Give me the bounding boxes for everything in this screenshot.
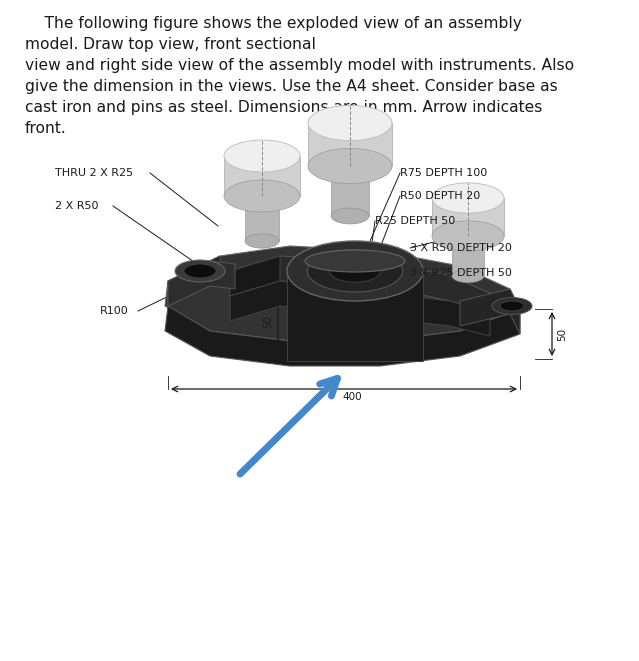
Ellipse shape bbox=[305, 250, 405, 272]
Text: R75 DEPTH 100: R75 DEPTH 100 bbox=[400, 168, 488, 178]
Polygon shape bbox=[460, 289, 520, 334]
Text: The following figure shows the exploded view of an assembly: The following figure shows the exploded … bbox=[25, 16, 522, 31]
Ellipse shape bbox=[245, 184, 279, 198]
Polygon shape bbox=[230, 256, 280, 296]
Text: THRU 2 X R25: THRU 2 X R25 bbox=[55, 168, 133, 178]
Ellipse shape bbox=[331, 153, 369, 169]
Ellipse shape bbox=[432, 221, 504, 251]
Ellipse shape bbox=[330, 260, 380, 282]
Text: cast iron and pins as steel. Dimensions are in mm. Arrow indicates: cast iron and pins as steel. Dimensions … bbox=[25, 100, 543, 115]
Ellipse shape bbox=[307, 250, 403, 292]
Text: view and right side view of the assembly model with instruments. Also: view and right side view of the assembly… bbox=[25, 58, 574, 73]
Text: 50: 50 bbox=[263, 315, 273, 328]
Polygon shape bbox=[230, 281, 490, 336]
Text: 3 X R25 DEPTH 50: 3 X R25 DEPTH 50 bbox=[410, 268, 512, 278]
Text: 3 X R50 DEPTH 20: 3 X R50 DEPTH 20 bbox=[410, 243, 512, 253]
Text: R25 DEPTH 50: R25 DEPTH 50 bbox=[375, 216, 455, 226]
Ellipse shape bbox=[452, 269, 484, 283]
Ellipse shape bbox=[492, 297, 532, 315]
Polygon shape bbox=[308, 123, 392, 166]
Text: 400: 400 bbox=[343, 392, 362, 402]
Polygon shape bbox=[432, 198, 504, 236]
Text: R50 DEPTH 20: R50 DEPTH 20 bbox=[400, 191, 481, 201]
Polygon shape bbox=[224, 156, 300, 196]
Polygon shape bbox=[168, 261, 235, 306]
Ellipse shape bbox=[224, 140, 300, 172]
Ellipse shape bbox=[432, 183, 504, 213]
Polygon shape bbox=[165, 246, 520, 341]
Ellipse shape bbox=[245, 234, 279, 248]
Text: front.: front. bbox=[25, 121, 66, 136]
Ellipse shape bbox=[308, 148, 392, 184]
Polygon shape bbox=[287, 271, 423, 361]
Polygon shape bbox=[165, 306, 520, 366]
Text: R100: R100 bbox=[100, 306, 128, 316]
Ellipse shape bbox=[500, 301, 524, 311]
Ellipse shape bbox=[175, 260, 225, 282]
Polygon shape bbox=[452, 231, 484, 276]
Text: 2 X R50: 2 X R50 bbox=[55, 201, 98, 211]
Ellipse shape bbox=[287, 241, 423, 301]
Text: 100: 100 bbox=[288, 296, 298, 316]
Polygon shape bbox=[331, 161, 369, 216]
Ellipse shape bbox=[184, 264, 216, 278]
Polygon shape bbox=[168, 256, 220, 306]
Polygon shape bbox=[245, 191, 279, 241]
Ellipse shape bbox=[308, 105, 392, 141]
Text: give the dimension in the views. Use the A4 sheet. Consider base as: give the dimension in the views. Use the… bbox=[25, 79, 558, 94]
Ellipse shape bbox=[331, 208, 369, 224]
Text: model. Draw top view, front sectional: model. Draw top view, front sectional bbox=[25, 37, 316, 52]
Ellipse shape bbox=[224, 180, 300, 212]
Polygon shape bbox=[230, 256, 490, 313]
Text: 50: 50 bbox=[557, 327, 567, 340]
Ellipse shape bbox=[452, 224, 484, 238]
